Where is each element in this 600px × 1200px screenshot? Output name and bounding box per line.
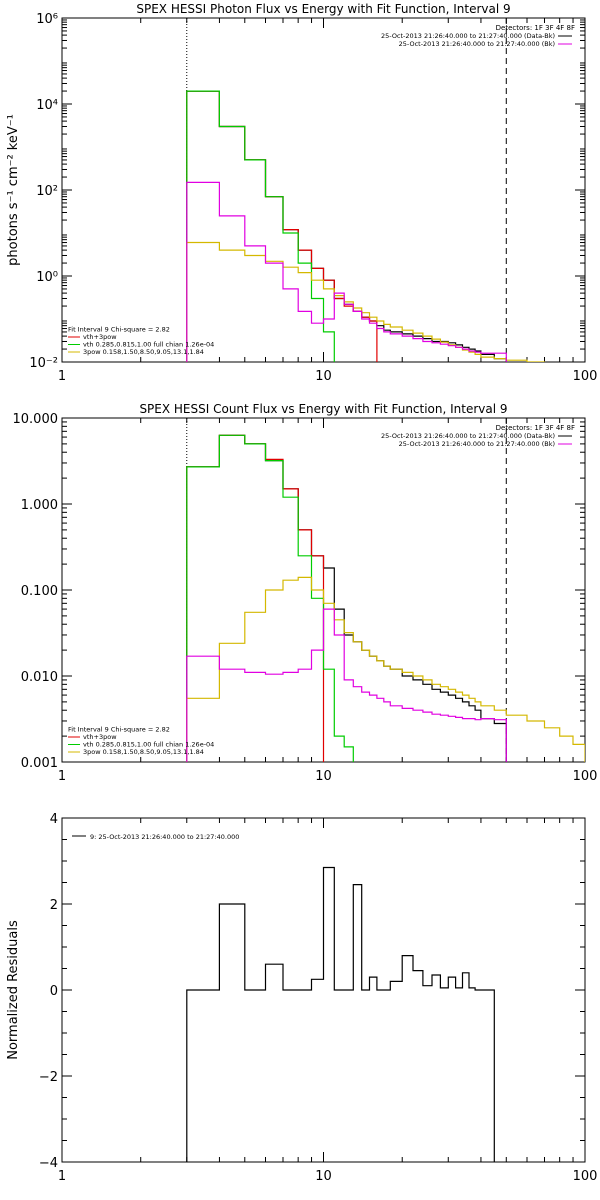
legend-entry: vth 0.285,0.815,1.00 full chian 1.26e-04: [83, 341, 214, 349]
y-axis-label: photons s⁻¹ cm⁻² keV⁻¹: [6, 114, 21, 266]
x-tick-label: 1: [58, 1169, 66, 1184]
series-group: [186, 90, 546, 362]
legend-entry: 25-Oct-2013 21:26:40.000 to 21:27:40.000…: [381, 32, 555, 40]
y-tick-label: 2: [50, 898, 58, 913]
y-tick-label: −4: [39, 1156, 58, 1171]
series-group: [186, 866, 495, 1162]
y-tick-label: 10⁶: [36, 12, 58, 27]
y-tick-label: 10⁰: [36, 270, 58, 285]
y-tick-label: 0.001: [21, 756, 58, 771]
detectors-label: Detectors: 1F 3F 4F 8F: [496, 424, 575, 432]
y-tick-label: 0.100: [21, 584, 58, 599]
legend-entry: vth+3pow: [83, 333, 117, 341]
fit-info-label: Fit Interval 9 Chi-square = 2.82: [68, 726, 170, 734]
legend-entry: vth 0.285,0.815,1.00 full chian 1.26e-04: [83, 741, 214, 749]
detectors-label: Detectors: 1F 3F 4F 8F: [496, 24, 575, 32]
series-1-line: [186, 866, 495, 1162]
series-3-line: [186, 90, 335, 362]
series-group: [186, 434, 585, 762]
series-4-line: [186, 576, 585, 762]
series-1-line: [186, 90, 507, 362]
legend-entry: 3pow 0.158,1.50,8.50,9.05,13.1,1.84: [83, 348, 204, 356]
series-3-line: [186, 434, 354, 762]
legend-entry: 9: 25-Oct-2013 21:26:40.000 to 21:27:40.…: [90, 833, 239, 841]
x-tick-label: 10: [315, 769, 332, 784]
chart-2: SPEX HESSI Count Flux vs Energy with Fit…: [13, 402, 598, 784]
x-tick-label: 10: [315, 1169, 332, 1184]
y-axis-label: Normalized Residuals: [6, 920, 21, 1060]
y-tick-label: −2: [39, 1070, 58, 1085]
y-tick-label: 4: [50, 812, 58, 827]
y-tick-label: 0: [50, 984, 58, 999]
y-tick-label: 10²: [36, 184, 58, 199]
series-1-line: [186, 434, 507, 762]
y-tick-label: 10.000: [13, 412, 59, 427]
legend-entry: 25-Oct-2013 21:26:40.000 to 21:27:40.000…: [399, 440, 555, 448]
y-tick-label: 10⁻²: [29, 356, 58, 371]
legend-entry: 3pow 0.158,1.50,8.50,9.05,13.1,1.84: [83, 748, 204, 756]
chart-1: SPEX HESSI Photon Flux vs Energy with Fi…: [6, 2, 597, 384]
legend-entry: 25-Oct-2013 21:26:40.000 to 21:27:40.000…: [381, 432, 555, 440]
y-tick-label: 0.010: [21, 670, 58, 685]
series-4-line: [186, 241, 546, 362]
x-tick-label: 1: [58, 369, 66, 384]
series-5-line: [186, 181, 507, 362]
series-5-line: [186, 608, 507, 762]
series-2-line: [186, 434, 325, 762]
legend-entry: 25-Oct-2013 21:26:40.000 to 21:27:40.000…: [399, 40, 555, 48]
x-tick-label: 100: [573, 769, 598, 784]
x-tick-label: 100: [573, 1169, 598, 1184]
fit-info-label: Fit Interval 9 Chi-square = 2.82: [68, 326, 170, 334]
x-tick-label: 100: [573, 369, 598, 384]
x-tick-label: 10: [315, 369, 332, 384]
legend-entry: vth+3pow: [83, 733, 117, 741]
series-2-line: [186, 90, 378, 362]
y-tick-label: 1.000: [21, 498, 58, 513]
chart-title: SPEX HESSI Count Flux vs Energy with Fit…: [139, 402, 507, 416]
y-tick-label: 10⁴: [36, 98, 58, 113]
chart-3: Normalized Residuals 1 10 100 −4 −2 0 2 4 9: 25-O…: [6, 812, 597, 1184]
x-tick-label: 1: [58, 769, 66, 784]
chart-title: SPEX HESSI Photon Flux vs Energy with Fi…: [136, 2, 510, 16]
